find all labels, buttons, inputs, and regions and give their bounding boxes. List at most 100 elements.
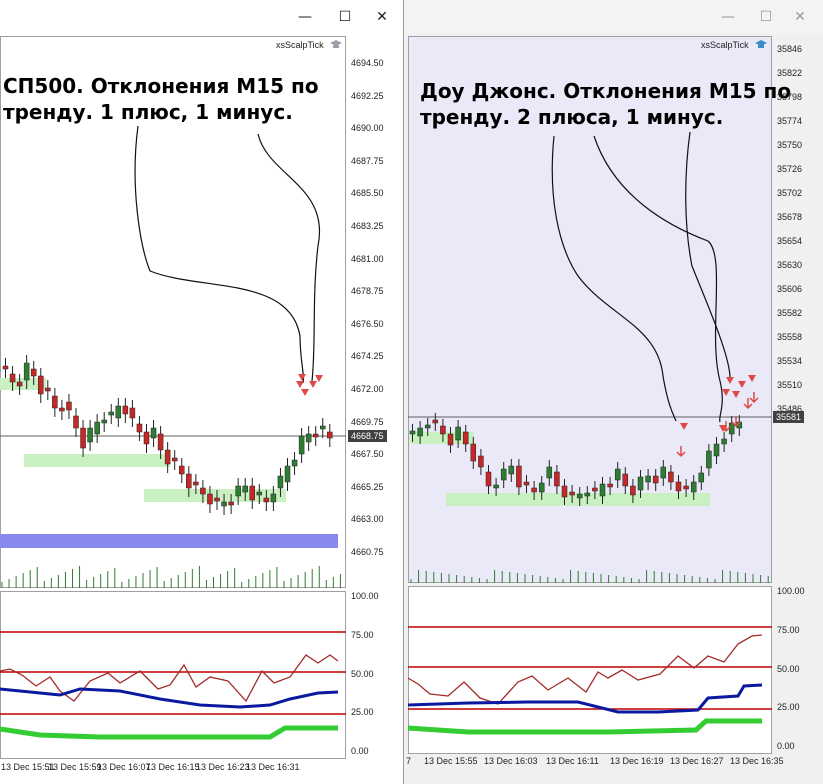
candle-body [599,483,606,497]
candle-body [652,475,659,484]
candle-body [207,493,213,505]
axis-tick-label: 35534 [777,356,803,366]
axis-tick-label: 75.00 [351,629,374,640]
hand-arrow [551,135,677,422]
hand-arrow [593,135,723,423]
plot-frame [0,591,346,759]
time-tick-label: 13 Dec 15:55 [424,756,478,766]
candle-body [129,407,136,419]
left-time-axis[interactable]: 13 Dec 15:51 13 Dec 15:59 13 Dec 16:07 13 D… [0,762,346,778]
right-minimize-button[interactable]: — [721,9,735,25]
left-minimize-button[interactable]: — [298,9,312,25]
trend-line [0,687,339,709]
candle-body [478,455,484,468]
candle-body [242,485,248,493]
candle-body [523,481,530,486]
candle-body [675,481,682,492]
right-oscillator-panel[interactable] [407,586,772,754]
candle-body [660,466,667,479]
candle-body [38,375,44,395]
candle-body [171,457,178,462]
axis-tick-label: 4674.25 [351,351,384,362]
candle-body [94,421,100,435]
candle-body [455,426,461,441]
left-oscillator-panel[interactable] [0,591,346,759]
left-close-button[interactable]: ✕ [376,9,388,25]
axis-tick-label: 50.00 [351,668,374,679]
left-annotation-line1: СП500. Отклонения М15 по [3,74,319,98]
candle-body [249,485,255,501]
axis-tick-label: 35702 [777,188,803,198]
right-title-bar[interactable]: — ☐ ✕ [404,0,823,34]
right-maximize-button[interactable]: ☐ [759,9,773,25]
axis-tick-label: 4672.00 [351,384,384,394]
plot-frame [408,36,772,583]
right-price-chart[interactable]: xsScalpTick [408,36,772,583]
axis-tick-label: 25.00 [777,702,800,713]
right-close-button[interactable]: ✕ [794,9,806,25]
signal-arrow [296,381,304,388]
left-candles-svg [0,36,346,588]
candle-body [645,475,651,483]
candle-body [16,381,23,387]
left-chart-window[interactable]: — ☐ ✕ xsScalpTick СП500. Отклонения М15 … [0,0,404,784]
candle-body [157,433,164,451]
left-title-bar[interactable]: — ☐ ✕ [0,0,403,34]
right-annotation-line1: Доу Джонс. Отклонения М15 по [420,79,792,103]
left-indicator-label: xsScalpTick [276,40,343,50]
left-price-axis[interactable]: 4694.50 4692.25 4690.00 4687.75 4685.50 4683.… [351,36,403,588]
axis-tick-label: 35510 [777,380,803,390]
candle-body [150,427,157,439]
axis-tick-label: 4678.75 [351,286,384,297]
signal-arrow [732,391,740,398]
candle-body [440,425,446,435]
time-tick-label: 13 Dec 15:51 [1,762,55,772]
candle-body [706,450,712,469]
axis-tick-label: 4660.75 [351,547,384,557]
right-current-price-label: 35581 [773,411,805,423]
axis-tick-label: 100.00 [777,586,805,596]
axis-tick-label: 35774 [777,116,803,126]
axis-tick-label: 35798 [777,92,803,102]
down-arrow [743,398,753,410]
time-tick-label: 13 Dec 16:23 [196,762,250,772]
time-tick-label: 13 Dec 16:07 [97,762,151,772]
axis-tick-label: 35822 [777,68,803,78]
right-chart-window[interactable]: — ☐ ✕ xsScalpTick Доу Джонс. Отклонения … [404,0,823,784]
signal-arrow [309,381,317,388]
candle-body [683,485,689,490]
right-candles-svg [408,36,772,583]
left-maximize-button[interactable]: ☐ [338,9,352,25]
right-oscillator-axis[interactable]: 100.00 75.00 50.00 25.00 0.00 [777,586,823,754]
candle-body [424,424,431,429]
rsi-line [407,634,763,705]
axis-tick-label: 35582 [777,308,803,318]
candle-body [291,459,298,467]
candle-body [9,373,16,383]
right-time-axis[interactable]: 7 13 Dec 15:55 13 Dec 16:03 13 Dec 16:11 13 … [404,756,784,772]
candle-body [235,485,241,497]
candle-body [470,443,477,462]
axis-tick-label: 35750 [777,140,803,150]
signal-arrow [726,377,734,384]
trend-line [407,683,763,714]
candle-body [622,473,629,487]
down-arrow [676,446,686,458]
axis-tick-label: 35678 [777,212,803,222]
hand-arrow [257,133,321,382]
axis-tick-label: 35630 [777,260,803,270]
right-price-axis[interactable]: 35846 35822 35798 35774 35750 35726 35702 35678… [777,36,823,583]
candle-body [432,419,439,424]
axis-tick-label: 35558 [777,332,803,342]
left-oscillator-axis[interactable]: 100.00 75.00 50.00 25.00 0.00 [351,591,403,759]
time-tick-label: 13 Dec 16:11 [546,756,599,766]
hand-arrow [685,131,731,379]
candle-body [320,425,326,430]
signal-arrow [722,389,730,396]
axis-tick-label: 50.00 [777,663,800,674]
axis-tick-label: 4665.25 [351,481,384,492]
axis-tick-label: 4690.00 [351,123,384,134]
candle-body [690,481,697,493]
candle-body [193,481,199,486]
left-price-chart[interactable]: xsScalpTick [0,36,346,588]
